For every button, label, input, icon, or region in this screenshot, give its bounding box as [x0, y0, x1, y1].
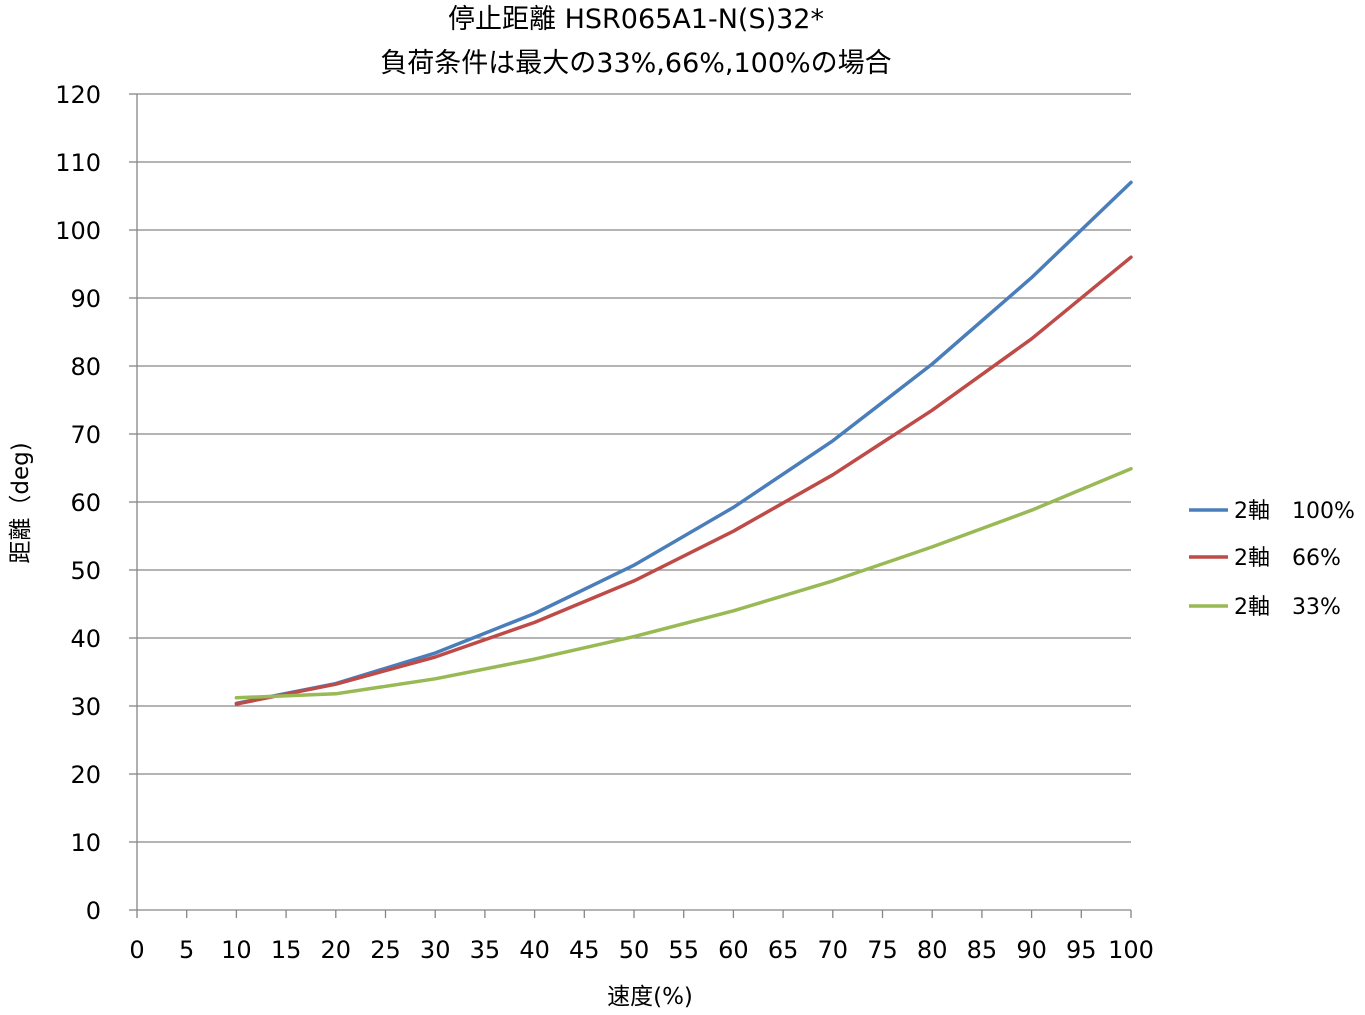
y-tick-labels: 0 10 20 30 40 50 60 70 80 90 100 110 120: [55, 81, 101, 925]
x-tick-label: 95: [1066, 936, 1097, 964]
series-line-2: [234, 466, 1133, 700]
y-tick-label: 50: [70, 557, 101, 585]
y-tick-label: 80: [70, 353, 101, 381]
x-tick-label: 45: [569, 936, 600, 964]
y-tick-label: 100: [55, 217, 101, 245]
x-tick-label: 85: [967, 936, 998, 964]
y-tick-label: 10: [70, 829, 101, 857]
y-tick-label: 0: [86, 897, 101, 925]
gridlines: [137, 93, 1131, 843]
legend-label-0: 2軸 100%: [1234, 499, 1355, 524]
x-tick-label: 75: [867, 936, 898, 964]
x-tick-label: 50: [619, 936, 650, 964]
chart-title: 停止距離 HSR065A1-N(S)32* 負荷条件は最大の33%,66%,10…: [380, 4, 891, 79]
legend: 2軸 100% 2軸 66% 2軸 33%: [1189, 499, 1355, 620]
y-tick-label: 90: [70, 285, 101, 313]
x-tick-label: 55: [668, 936, 699, 964]
x-tick-label: 10: [221, 936, 252, 964]
y-tick-label: 40: [70, 625, 101, 653]
chart-title-line-1: 停止距離 HSR065A1-N(S)32*: [448, 4, 824, 35]
axes: [129, 93, 1132, 918]
x-tick-label: 5: [179, 936, 194, 964]
x-tick-label: 90: [1016, 936, 1047, 964]
series-lines: [234, 180, 1133, 706]
y-tick-label: 30: [70, 693, 101, 721]
x-tick-label: 35: [470, 936, 501, 964]
series-line-1: [234, 255, 1133, 706]
y-axis-title: 距離（deg): [8, 442, 34, 563]
x-tick-label: 30: [420, 936, 451, 964]
x-tick-label: 80: [917, 936, 948, 964]
x-axis-title: 速度(%): [607, 984, 693, 1010]
x-tick-label: 0: [129, 936, 144, 964]
legend-label-2: 2軸 33%: [1234, 595, 1341, 620]
x-tick-label: 60: [718, 936, 749, 964]
x-tick-label: 100: [1108, 936, 1154, 964]
y-tick-label: 20: [70, 761, 101, 789]
y-tick-label: 110: [55, 149, 101, 177]
series-line-0: [234, 180, 1133, 706]
x-tick-label: 40: [519, 936, 550, 964]
chart-title-line-2: 負荷条件は最大の33%,66%,100%の場合: [380, 48, 891, 79]
x-tick-label: 65: [768, 936, 799, 964]
y-tick-label: 70: [70, 421, 101, 449]
x-tick-label: 20: [321, 936, 352, 964]
legend-label-1: 2軸 66%: [1234, 546, 1341, 571]
x-tick-labels: 0 5 10 15 20 25 30 35 40 45 50 55 60 65 70 75 80 85 90 95 10…: [129, 936, 1154, 964]
x-tick-label: 25: [370, 936, 401, 964]
y-tick-label: 120: [55, 81, 101, 109]
x-tick-label: 15: [271, 936, 302, 964]
y-tick-label: 60: [70, 489, 101, 517]
x-tick-label: 70: [818, 936, 849, 964]
